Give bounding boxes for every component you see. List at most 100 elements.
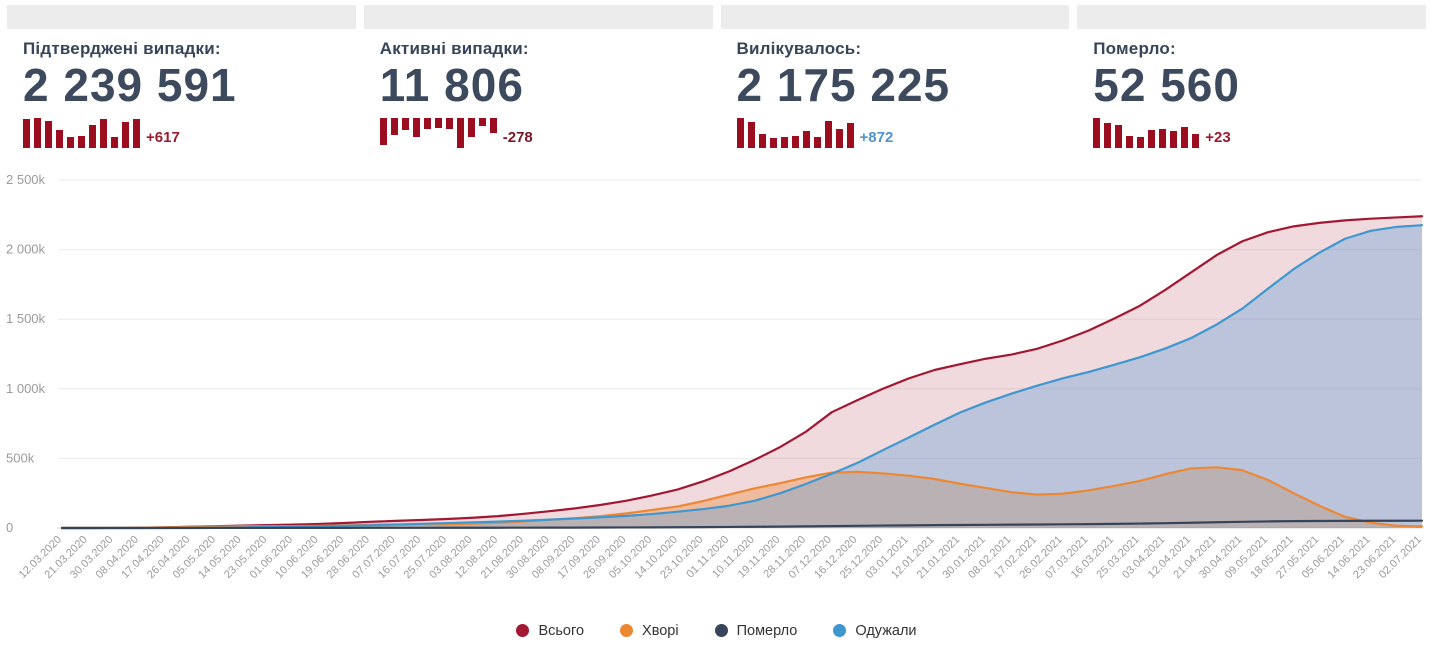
legend-label: Померло (736, 622, 798, 639)
card-value-deaths: 52 560 (1093, 59, 1240, 111)
spark-bar (390, 117, 398, 135)
card-top-strip (1077, 5, 1426, 29)
spark-bar (89, 124, 96, 148)
spark-bar (1115, 124, 1123, 148)
legend-item-Померло[interactable]: Померло (714, 622, 798, 639)
sparkline-confirmed (23, 117, 140, 148)
card-foot-deaths: +23 (1093, 112, 1410, 148)
legend-label: Хворі (642, 622, 679, 639)
spark-bar (736, 117, 744, 148)
spark-bar (780, 136, 788, 148)
spark-bar (445, 117, 453, 129)
card-delta-deaths: +23 (1205, 128, 1231, 146)
spark-bar (802, 130, 810, 148)
spark-bar (423, 117, 431, 129)
card-top-strip (363, 5, 713, 29)
spark-bar (1192, 133, 1200, 148)
spark-bar (78, 135, 85, 148)
spark-bar (100, 118, 107, 148)
spark-bar (23, 118, 30, 148)
card-delta-active: -278 (502, 128, 533, 146)
spark-bar (467, 117, 475, 137)
card-foot-active: -278 (379, 112, 697, 148)
spark-bar (769, 137, 777, 148)
card-value-recovered: 2 175 225 (736, 59, 951, 111)
series-area-Хворі (62, 466, 1422, 528)
card-value-confirmed: 2 239 591 (23, 59, 237, 111)
card-title-recovered: Вилікувалось: (736, 39, 862, 58)
spark-bar (401, 117, 409, 130)
card-title-active: Активні випадки: (379, 39, 529, 58)
stat-card-active: Активні випадки: 11 806 -278 (363, 5, 713, 154)
card-title-confirmed: Підтверджені випадки: (23, 39, 221, 58)
sparkline-deaths (1093, 117, 1200, 148)
y-tick-label: 2 500k (6, 172, 46, 187)
spark-bar (456, 117, 464, 148)
y-tick-label: 500k (6, 450, 35, 465)
card-top-strip (7, 5, 356, 29)
spark-bar (412, 117, 420, 137)
spark-bar (1126, 135, 1134, 148)
card-value-active: 11 806 (379, 59, 524, 111)
spark-bar (1170, 130, 1178, 148)
legend-dot (714, 624, 728, 638)
card-title-deaths: Померло: (1093, 39, 1176, 58)
chart-legend: Всього Хворі Померло Одужали (0, 610, 1433, 652)
spark-bar (813, 136, 821, 148)
card-body-active: Активні випадки: 11 806 -278 (364, 29, 713, 154)
legend-dot (833, 624, 847, 638)
legend-label: Всього (538, 622, 585, 639)
card-foot-recovered: +872 (736, 112, 1054, 148)
spark-bar (1148, 129, 1156, 148)
spark-bar (111, 136, 118, 148)
spark-bar (379, 117, 387, 145)
card-top-strip (720, 5, 1070, 29)
card-body-recovered: Вилікувалось: 2 175 225 +872 (721, 29, 1070, 154)
legend-dot (620, 624, 634, 638)
y-tick-label: 2 000k (6, 241, 46, 256)
spark-bar (1159, 128, 1167, 148)
legend-dot (516, 624, 530, 638)
y-tick-label: 0 (6, 520, 13, 535)
spark-bar (1137, 136, 1145, 148)
spark-bar (824, 120, 832, 148)
spark-bar (56, 129, 63, 148)
spark-bar (1093, 117, 1101, 148)
spark-bar (758, 133, 766, 148)
spark-bar (133, 118, 140, 148)
spark-bar (34, 117, 41, 148)
spark-bar (791, 135, 799, 148)
spark-bar (835, 128, 843, 148)
spark-bar (489, 117, 497, 133)
stat-cards: Підтверджені випадки: 2 239 591 +617 Акт… (0, 0, 1433, 154)
series-area-Всього (62, 215, 1422, 528)
card-body-confirmed: Підтверджені випадки: 2 239 591 +617 (7, 29, 356, 154)
spark-bar (67, 136, 74, 148)
card-delta-confirmed: +617 (146, 128, 180, 146)
stat-card-recovered: Вилікувалось: 2 175 225 +872 (720, 5, 1070, 154)
spark-bar (122, 121, 129, 148)
series-line-Померло[interactable] (60, 519, 1424, 529)
series-area-Одужали (62, 224, 1422, 528)
spark-bar (434, 117, 442, 128)
sparkline-recovered (736, 117, 854, 148)
spark-bar (1181, 126, 1189, 148)
stat-card-confirmed: Підтверджені випадки: 2 239 591 +617 (7, 5, 356, 154)
legend-item-Всього[interactable]: Всього (516, 623, 584, 639)
card-body-deaths: Померло: 52 560 +23 (1077, 29, 1426, 154)
y-tick-label: 1 000k (6, 380, 46, 395)
legend-item-Одужали[interactable]: Одужали (833, 623, 917, 639)
card-foot-confirmed: +617 (23, 112, 340, 148)
y-tick-label: 1 500k (6, 311, 46, 326)
sparkline-active (379, 117, 497, 148)
covid-timeseries-chart[interactable]: 0 500k 1 000k 1 500k 2 000k 2 500k 12.03.2020 2… (0, 154, 1433, 610)
series-line-Всього[interactable] (60, 214, 1424, 529)
stat-card-deaths: Померло: 52 560 +23 (1077, 5, 1426, 154)
spark-bar (1104, 122, 1112, 148)
spark-bar (45, 120, 52, 148)
spark-bar (846, 122, 854, 148)
legend-item-Хворі[interactable]: Хворі (620, 623, 679, 639)
series-line-Одужали[interactable] (60, 223, 1424, 529)
spark-bar (478, 117, 486, 126)
